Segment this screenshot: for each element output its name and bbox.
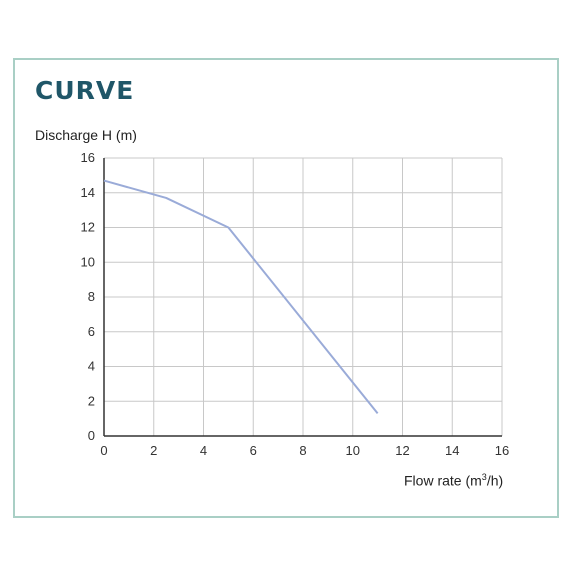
x-tick-label: 16	[495, 443, 509, 458]
x-tick-label: 10	[346, 443, 360, 458]
y-tick-label: 14	[81, 185, 95, 200]
x-axis-label-superscript: 3	[481, 472, 487, 482]
x-tick-label: 0	[100, 443, 107, 458]
line-chart: 0 2 4 6 8 10 12 14 16 0 2 4 6 8 10 12 14 16	[81, 150, 510, 458]
x-tick-label: 12	[395, 443, 409, 458]
x-tick-label: 8	[299, 443, 306, 458]
y-tick-label: 2	[88, 393, 95, 408]
y-tick-label: 0	[88, 428, 95, 443]
x-tick-label: 6	[250, 443, 257, 458]
y-tick-label: 4	[88, 359, 95, 374]
y-tick-label: 6	[88, 324, 95, 339]
x-axis-label: Flow rate (m3/h)	[404, 472, 503, 489]
x-tick-label: 2	[150, 443, 157, 458]
y-axis-label: Discharge H (m)	[35, 127, 137, 143]
page-title: CURVE	[35, 76, 135, 105]
chart-panel: CURVE Discharge H (m) Flow rate (m3/h) 0…	[13, 58, 559, 518]
series-line	[103, 179, 379, 415]
x-axis-label-text: Flow rate (m	[404, 472, 482, 489]
y-tick-label: 10	[81, 254, 95, 269]
x-tick-label: 4	[200, 443, 207, 458]
y-tick-label: 16	[81, 150, 95, 165]
x-tick-label: 14	[445, 443, 459, 458]
y-tick-label: 12	[81, 220, 95, 235]
y-tick-label: 8	[88, 289, 95, 304]
x-axis-label-tail: /h)	[486, 472, 504, 489]
